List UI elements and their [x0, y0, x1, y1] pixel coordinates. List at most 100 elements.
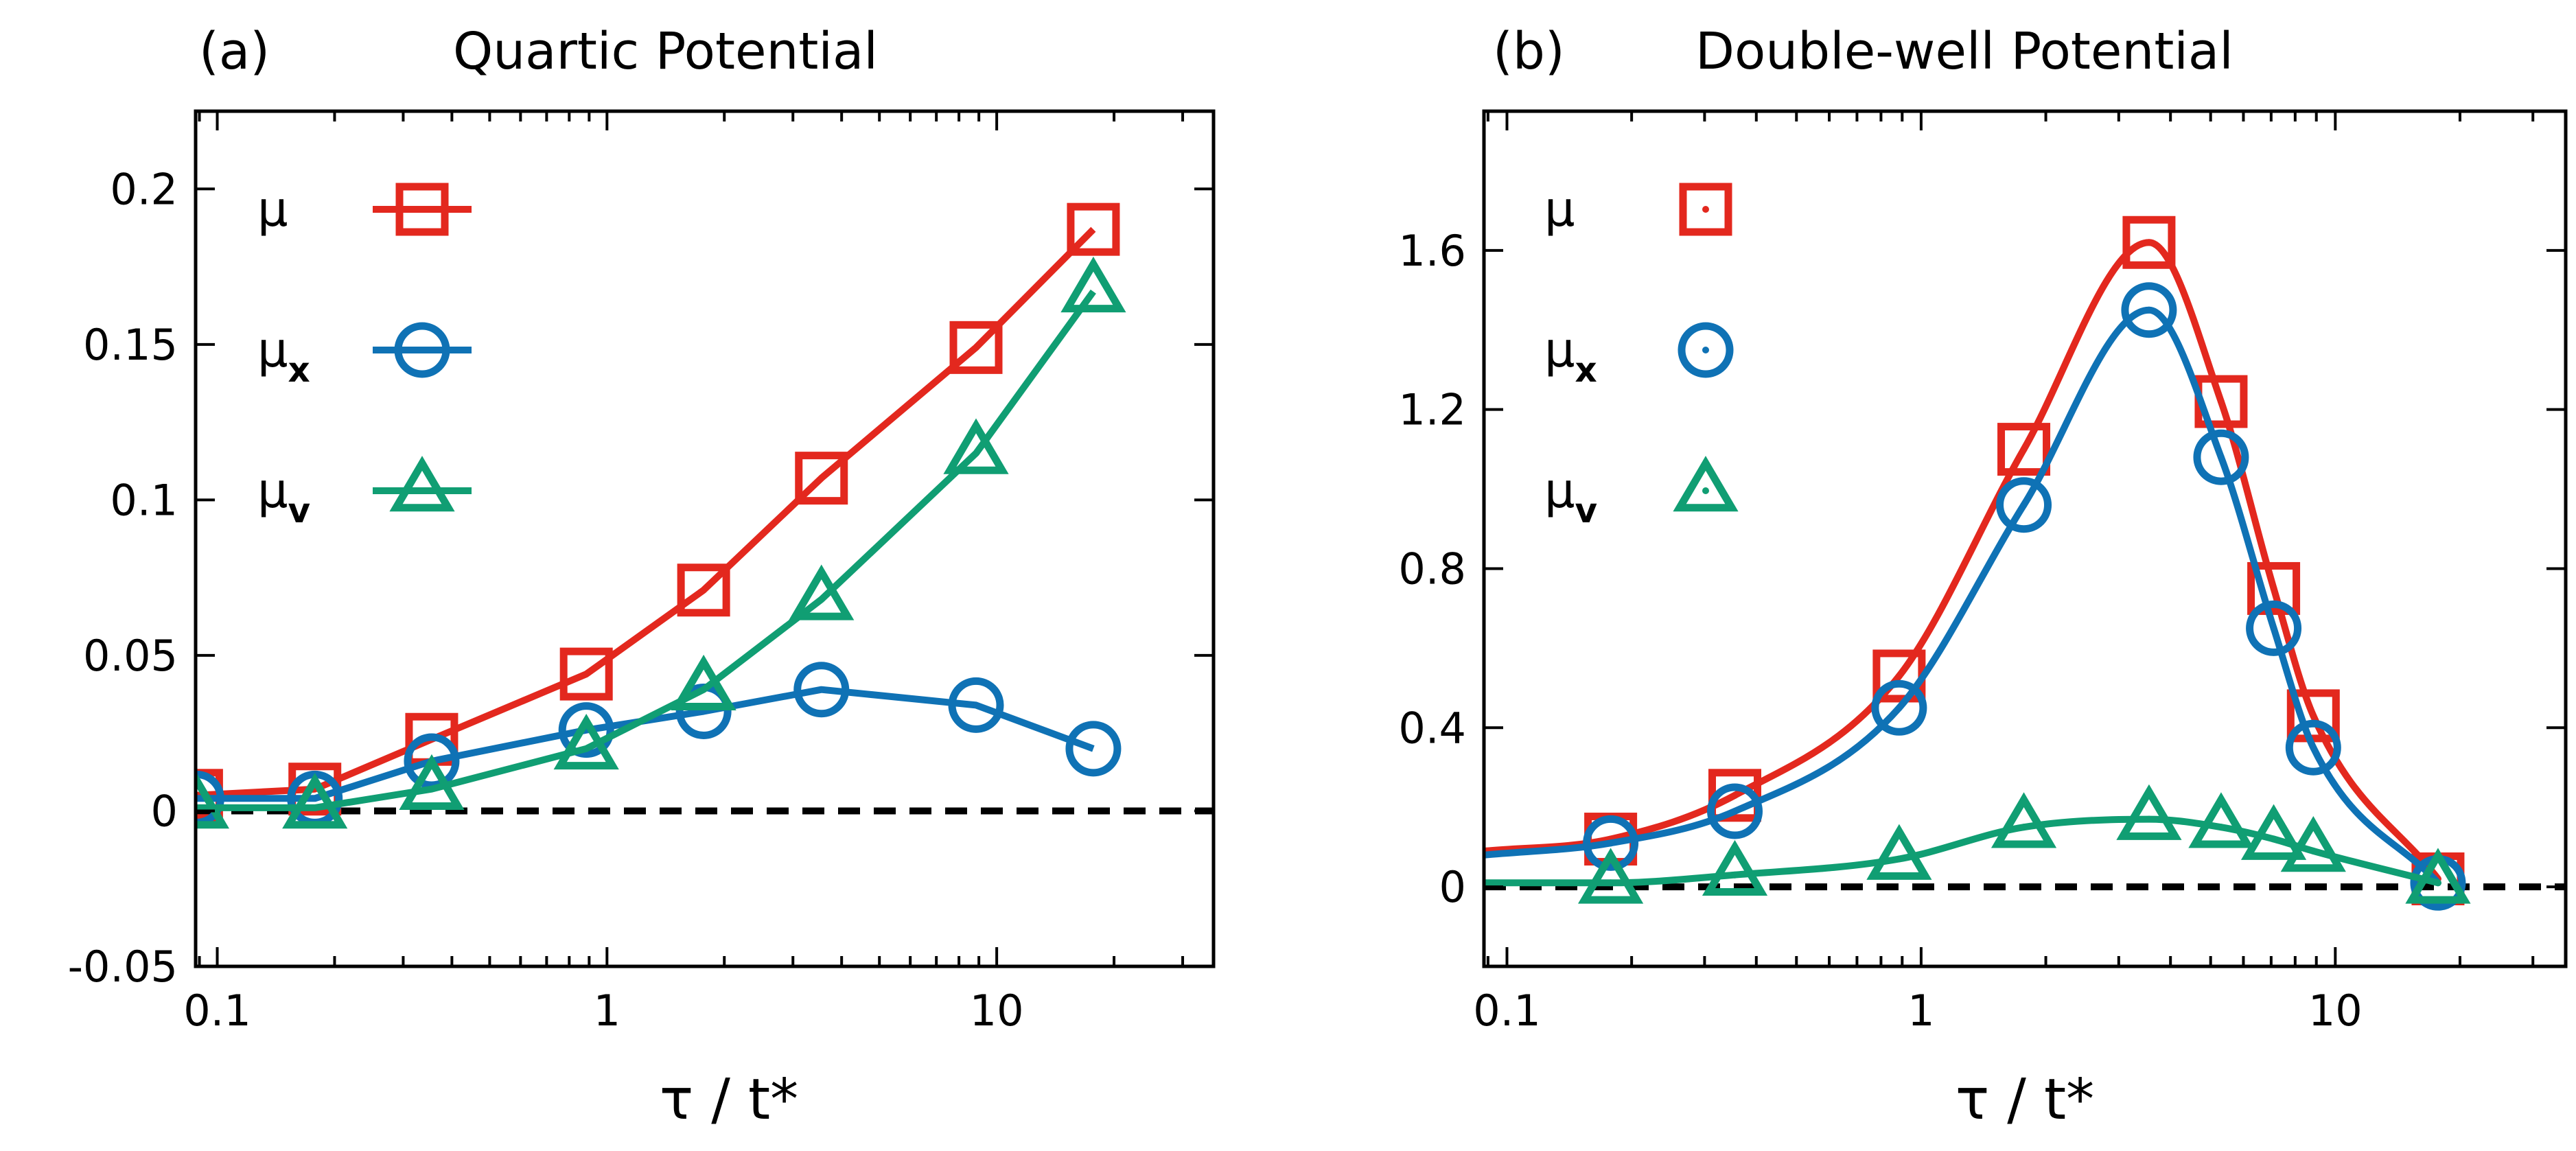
legend-entry-b-square: μ [1544, 181, 1732, 237]
series-b-circle-point-1 [1707, 783, 1763, 839]
series-a-triangle-point-1 [282, 773, 348, 829]
series-b-circle-point-5 [2193, 429, 2249, 485]
series-b-triangle-point-1-dot [1731, 871, 1739, 879]
series-b-circle-point-2 [1871, 679, 1927, 736]
legend-entry-b-triangle: μv [1544, 456, 1739, 531]
panel-b: (b) Double-well Potential 0.1 1 10 0 0.4 0.8 1… [1398, 22, 2568, 1132]
series-b-triangle-point-4 [2116, 784, 2182, 840]
series-b-square-point-3-dot [2020, 445, 2028, 453]
series-b-triangle-point-0 [1578, 848, 1644, 904]
series-b-circle-point-2-dot [1895, 704, 1903, 712]
legend-entry-a-circle: μx [257, 322, 472, 390]
legend-label: μv [257, 463, 310, 531]
series-b-circle-point-7-dot [2310, 744, 2317, 752]
series-b-triangle-point-3-dot [2020, 824, 2028, 831]
series-b-triangle-point-4-dot [2145, 815, 2153, 823]
series-a-square-point-7 [1067, 202, 1120, 256]
series-b-circle-curve [1485, 306, 2441, 885]
x-tick-label-a: 10 [970, 986, 1024, 1036]
series-a-triangle-point-6 [943, 418, 1009, 474]
x-tick-label-b: 1 [1907, 986, 1934, 1036]
series-b-triangle-point-6 [2240, 804, 2307, 860]
series-b-square-point-7-dot [2310, 712, 2317, 719]
series-b-triangle-point-6-dot [2270, 835, 2277, 843]
series-b-triangle-point-7-dot [2310, 847, 2317, 854]
series-a-triangle-point-3 [553, 713, 619, 770]
series-b-triangle-point-2 [1866, 824, 1932, 880]
series-b-square-point-6-dot [2270, 585, 2277, 592]
series-a-triangle-point-4 [671, 654, 736, 711]
series-b-circle-point-3 [1996, 477, 2052, 533]
panel-label-a: (a) [199, 22, 270, 81]
panel-a: (a) Quartic Potential 0.1 1 10-0.0500.050.… [68, 22, 1216, 1132]
series-a-circle-point-3 [558, 702, 614, 758]
series-b-triangle-point-1 [1702, 839, 1768, 896]
x-tick-label-b: 0.1 [1473, 986, 1541, 1036]
series-b-triangle-point-5 [2188, 792, 2254, 848]
series-b-triangle-point-8-dot [2434, 879, 2441, 887]
series-a-circle-point-2 [404, 733, 460, 789]
series-b-circle-point-1-dot [1731, 807, 1739, 815]
y-tick-label-a: 0.15 [83, 320, 178, 370]
series-b-triangle-point-3 [1991, 792, 2057, 848]
x-tick-label-a: 0.1 [183, 986, 251, 1036]
legend-marker-square [395, 183, 449, 236]
series-b-circle-point-4-dot [2145, 306, 2153, 314]
plot-area-a: 0.1 1 10 -0.05 0 0.05 0.1 0.15 0.2 μ μx μv [68, 109, 1216, 1036]
y-tick-label-a: -0.05 [68, 942, 178, 992]
series-b-triangle-point-0-dot [1607, 879, 1614, 887]
series-b-circle-point-0-dot [1607, 839, 1614, 847]
x-axis-label-a: τ / t* [660, 1067, 798, 1132]
plot-frame-b [1482, 109, 2568, 968]
x-tick-label-a: 1 [594, 986, 620, 1036]
legend-label: μ [257, 181, 288, 237]
legend-marker-circle [394, 322, 450, 378]
series-a-triangle-point-7 [1060, 256, 1126, 313]
plot-frame-a [194, 109, 1216, 968]
series-b-triangle-point-8 [2405, 848, 2471, 904]
y-tick-label-b: 1.6 [1398, 226, 1466, 276]
series-b-triangle [1485, 784, 2471, 904]
series-b-square-point-4-dot [2145, 239, 2153, 246]
series-b-square-point-6 [2247, 561, 2301, 615]
legend-label: μx [257, 322, 310, 390]
series-b-square-point-3 [1997, 423, 2051, 476]
series-b-square-point-7 [2286, 689, 2340, 743]
panel-title-b: Double-well Potential [1695, 22, 2233, 81]
series-a-triangle-point-5 [789, 564, 855, 620]
legend-marker-triangle [389, 456, 455, 512]
series-b-square-point-1-dot [1731, 791, 1739, 799]
series-b-triangle-point-7 [2280, 816, 2346, 872]
legend-marker-circle [1678, 322, 1734, 378]
series-b-circle-point-6 [2246, 600, 2302, 656]
legend-marker-square [1679, 183, 1732, 236]
legend-entry-b-circle: μx [1544, 322, 1734, 390]
series-b-triangle-point-5-dot [2217, 824, 2225, 831]
y-tick-label-a: 0.1 [110, 475, 178, 525]
series-b-square-point-4 [2122, 216, 2176, 269]
y-tick-label-b: 0 [1439, 862, 1466, 912]
legend-marker-triangle-dot [1702, 487, 1709, 494]
series-a-circle-point-7 [1065, 721, 1122, 777]
series-a-circle-point-5 [793, 662, 850, 718]
series-b-circle-point-5-dot [2217, 454, 2225, 461]
x-tick-label-b: 10 [2308, 986, 2363, 1036]
y-tick-label-a: 0.05 [83, 631, 178, 681]
legend-label: μv [1544, 463, 1597, 531]
series-b-circle-point-4 [2121, 282, 2177, 338]
y-tick-label-b: 0.8 [1398, 544, 1466, 594]
series-b-square-point-5-dot [2217, 398, 2225, 406]
series-b-triangle-point-2-dot [1895, 855, 1903, 863]
panel-label-b: (b) [1493, 22, 1565, 81]
y-tick-label-b: 0.4 [1398, 703, 1466, 753]
series-a-square-point-5 [795, 452, 848, 505]
series-b-circle [1485, 282, 2466, 911]
plot-area-b: 0.1 1 10 0 0.4 0.8 1.2 1.6 μ μx μv [1398, 109, 2568, 1036]
panel-title-a: Quartic Potential [453, 22, 878, 81]
series-b-square-point-2-dot [1895, 672, 1903, 679]
y-tick-label-a: 0.2 [110, 164, 178, 214]
legend-label: μ [1544, 181, 1575, 237]
series-b-circle-point-7 [2285, 719, 2341, 776]
legend-marker-square-dot [1702, 206, 1709, 213]
